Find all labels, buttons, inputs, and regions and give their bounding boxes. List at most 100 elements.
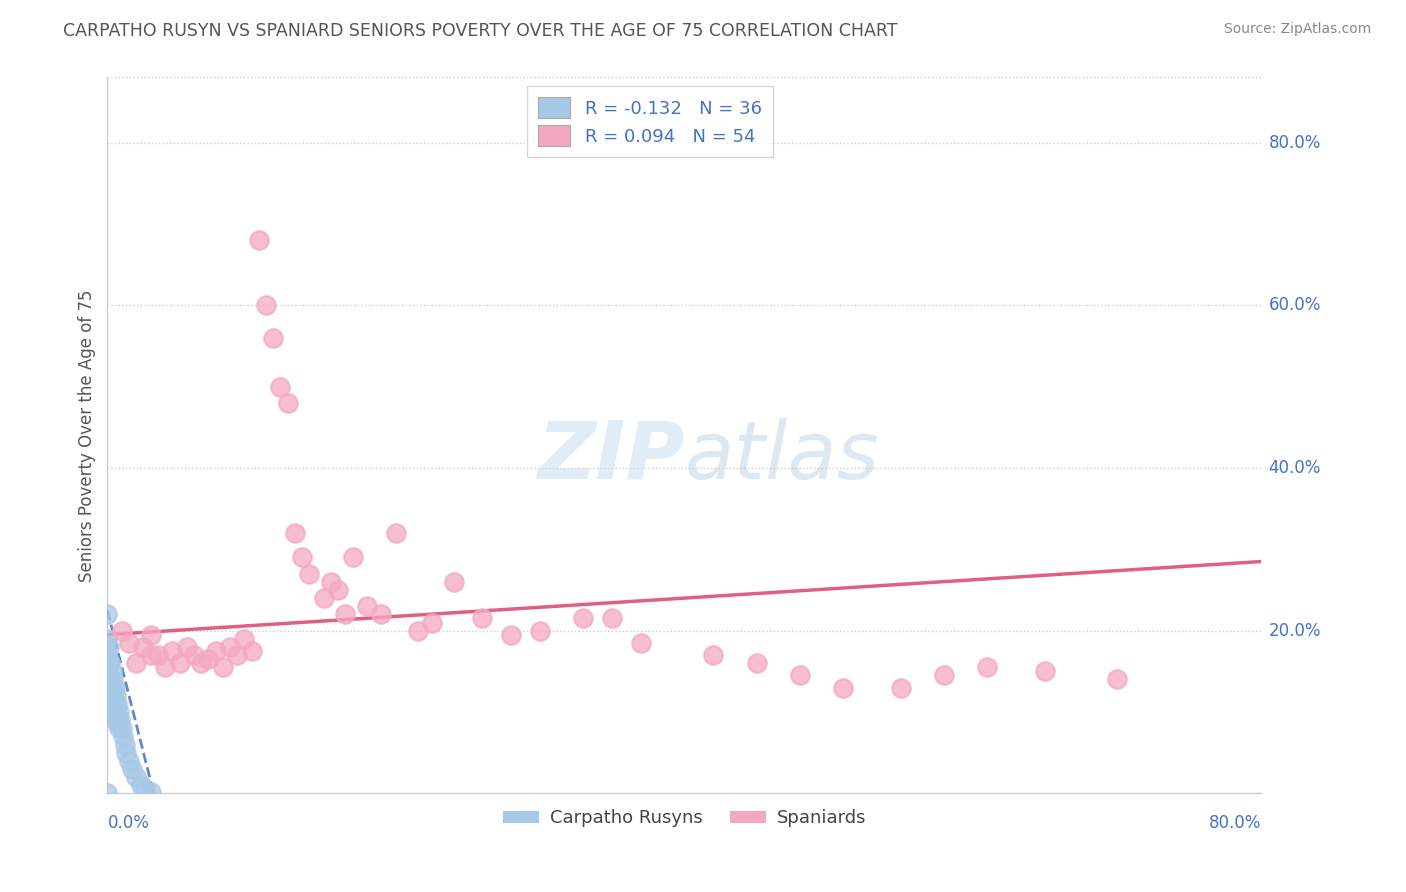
Point	[572, 611, 595, 625]
Point	[129, 778, 152, 792]
Point	[890, 681, 912, 695]
Point	[97, 673, 120, 687]
Point	[98, 656, 121, 670]
Point	[96, 607, 118, 622]
Point	[107, 697, 129, 711]
Point	[342, 550, 364, 565]
Point	[406, 624, 429, 638]
Point	[121, 762, 143, 776]
Point	[932, 668, 955, 682]
Point	[226, 648, 249, 662]
Point	[328, 582, 350, 597]
Text: atlas: atlas	[685, 417, 879, 496]
Point	[139, 785, 162, 799]
Point	[100, 697, 122, 711]
Point	[108, 705, 131, 719]
Point	[356, 599, 378, 614]
Point	[104, 697, 127, 711]
Point	[134, 782, 156, 797]
Point	[101, 673, 124, 687]
Point	[97, 656, 120, 670]
Text: 40.0%: 40.0%	[1268, 459, 1322, 477]
Point	[96, 786, 118, 800]
Point	[335, 607, 357, 622]
Point	[233, 632, 256, 646]
Point	[104, 681, 127, 695]
Point	[112, 730, 135, 744]
Point	[630, 636, 652, 650]
Point	[101, 689, 124, 703]
Point	[104, 713, 127, 727]
Text: 20.0%: 20.0%	[1268, 622, 1322, 640]
Point	[443, 574, 465, 589]
Point	[702, 648, 724, 662]
Point	[1107, 673, 1129, 687]
Point	[118, 754, 141, 768]
Point	[108, 721, 131, 735]
Point	[100, 665, 122, 679]
Point	[105, 689, 128, 703]
Point	[240, 644, 263, 658]
Point	[291, 550, 314, 565]
Text: 80.0%: 80.0%	[1268, 134, 1322, 152]
Point	[98, 689, 121, 703]
Text: 80.0%: 80.0%	[1209, 814, 1261, 831]
Point	[420, 615, 443, 630]
Point	[111, 721, 134, 735]
Point	[529, 624, 551, 638]
Point	[385, 526, 408, 541]
Point	[107, 713, 129, 727]
Point	[197, 652, 219, 666]
Point	[115, 746, 138, 760]
Point	[125, 656, 148, 670]
Point	[101, 705, 124, 719]
Point	[1033, 665, 1056, 679]
Point	[169, 656, 191, 670]
Point	[105, 705, 128, 719]
Point	[284, 526, 307, 541]
Point	[600, 611, 623, 625]
Point	[97, 640, 120, 654]
Point	[162, 644, 184, 658]
Text: CARPATHO RUSYN VS SPANIARD SENIORS POVERTY OVER THE AGE OF 75 CORRELATION CHART: CARPATHO RUSYN VS SPANIARD SENIORS POVER…	[63, 22, 898, 40]
Point	[96, 648, 118, 662]
Point	[277, 396, 299, 410]
Point	[96, 632, 118, 646]
Point	[110, 713, 132, 727]
Point	[370, 607, 392, 622]
Point	[139, 648, 162, 662]
Point	[262, 331, 284, 345]
Point	[118, 636, 141, 650]
Y-axis label: Seniors Poverty Over the Age of 75: Seniors Poverty Over the Age of 75	[79, 289, 96, 582]
Point	[219, 640, 242, 654]
Point	[319, 574, 342, 589]
Point	[976, 660, 998, 674]
Point	[312, 591, 335, 606]
Point	[98, 673, 121, 687]
Point	[269, 379, 291, 393]
Point	[832, 681, 855, 695]
Point	[125, 770, 148, 784]
Point	[789, 668, 811, 682]
Point	[153, 660, 176, 674]
Point	[204, 644, 226, 658]
Text: 0.0%: 0.0%	[107, 814, 149, 831]
Point	[190, 656, 212, 670]
Point	[139, 628, 162, 642]
Point	[254, 298, 277, 312]
Text: 60.0%: 60.0%	[1268, 296, 1322, 314]
Legend: Carpatho Rusyns, Spaniards: Carpatho Rusyns, Spaniards	[495, 802, 873, 834]
Point	[111, 624, 134, 638]
Point	[501, 628, 523, 642]
Point	[176, 640, 198, 654]
Point	[247, 233, 270, 247]
Text: Source: ZipAtlas.com: Source: ZipAtlas.com	[1223, 22, 1371, 37]
Point	[114, 738, 136, 752]
Point	[211, 660, 233, 674]
Point	[100, 681, 122, 695]
Point	[745, 656, 768, 670]
Point	[471, 611, 494, 625]
Text: ZIP: ZIP	[537, 417, 685, 496]
Point	[298, 566, 321, 581]
Point	[146, 648, 169, 662]
